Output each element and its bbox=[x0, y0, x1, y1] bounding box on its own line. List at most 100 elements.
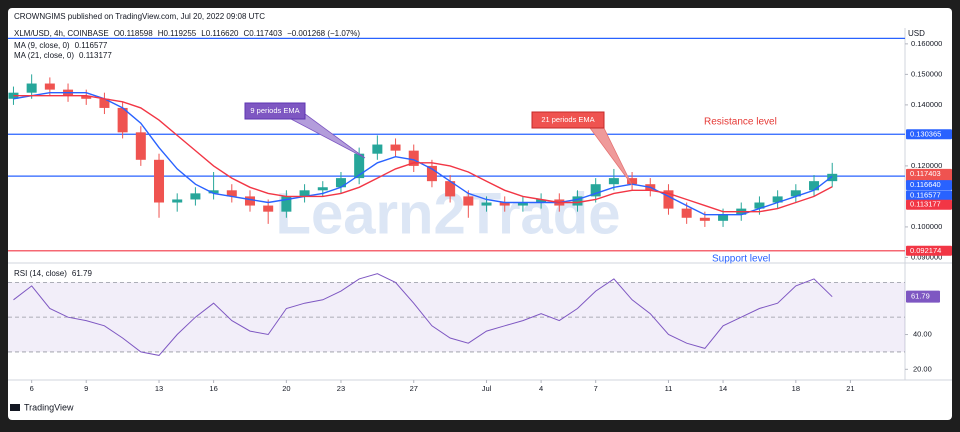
candle-body bbox=[81, 95, 92, 99]
y-tick-label: 0.160000 bbox=[911, 39, 942, 48]
ma-line bbox=[13, 95, 833, 213]
overlay: 9 periods EMA 21 periods EMA Resistance le… bbox=[244, 102, 777, 265]
legend-text: RSI (14, close) bbox=[14, 269, 67, 278]
x-tick-label: 14 bbox=[719, 384, 727, 393]
candle-body bbox=[481, 202, 492, 206]
price-label-box bbox=[906, 199, 952, 210]
candle-body bbox=[99, 98, 110, 108]
resistance-label: Resistance level bbox=[704, 117, 777, 128]
candle-body bbox=[317, 187, 328, 191]
candle-body bbox=[790, 190, 801, 197]
candle-body bbox=[754, 202, 765, 209]
price-label: 0.130365 bbox=[910, 129, 941, 138]
legend-text: 0.113177 bbox=[79, 51, 112, 60]
brand: TradingView bbox=[24, 402, 74, 412]
price-label-box bbox=[906, 180, 952, 191]
x-tick-label: 21 bbox=[846, 384, 854, 393]
candle-body bbox=[208, 190, 219, 194]
candle-body bbox=[354, 153, 365, 179]
legend-text: −0.001268 (−1.07%) bbox=[287, 29, 360, 38]
candle-body bbox=[772, 196, 783, 203]
candle-body bbox=[135, 132, 146, 160]
candle-body bbox=[445, 181, 456, 197]
candle-body bbox=[517, 202, 528, 206]
legend-text: O0.118598 bbox=[114, 29, 154, 38]
candle-body bbox=[572, 196, 583, 206]
candle-body bbox=[408, 150, 419, 166]
legend-text: MA (21, close, 0) bbox=[14, 51, 74, 60]
callout-text: 9 periods EMA bbox=[250, 106, 299, 115]
x-tick-label: 11 bbox=[665, 384, 673, 393]
x-tick-label: 18 bbox=[792, 384, 800, 393]
x-tick-label: 23 bbox=[337, 384, 345, 393]
price-label: 0.116640 bbox=[910, 180, 941, 189]
currency: USD bbox=[908, 29, 925, 38]
candle-body bbox=[299, 190, 310, 197]
x-tick-label: 27 bbox=[410, 384, 418, 393]
x-tick-label: 9 bbox=[84, 384, 88, 393]
candle-body bbox=[8, 92, 19, 99]
y-tick-label: 40.00 bbox=[913, 330, 932, 339]
legend-text: XLM/USD, 4h, COINBASE bbox=[14, 29, 109, 38]
x-tick-label: 4 bbox=[539, 384, 543, 393]
callout-text: 21 periods EMA bbox=[541, 115, 594, 124]
candle-body bbox=[172, 199, 183, 203]
candle-body bbox=[809, 181, 820, 191]
y-tick-label: 0.140000 bbox=[911, 100, 942, 109]
plot bbox=[8, 37, 905, 356]
x-tick-label: 13 bbox=[155, 384, 163, 393]
candle-body bbox=[827, 173, 838, 182]
candle-body bbox=[154, 159, 165, 203]
candle-body bbox=[627, 178, 638, 185]
price-label: 0.113177 bbox=[910, 200, 941, 209]
y-tick-label: 20.00 bbox=[913, 364, 932, 373]
legend-text: C0.117403 bbox=[244, 29, 283, 38]
candle-body bbox=[426, 165, 437, 182]
rsi-label: 61.79 bbox=[911, 292, 930, 301]
y-tick-label: 0.100000 bbox=[911, 222, 942, 231]
legend-text: L0.116620 bbox=[201, 29, 239, 38]
price-label: 0.117403 bbox=[910, 169, 941, 178]
x-tick-label: 20 bbox=[282, 384, 290, 393]
candle-body bbox=[190, 193, 201, 200]
legend-text: 0.116577 bbox=[75, 41, 108, 50]
ma-line bbox=[13, 92, 833, 216]
candle-body bbox=[608, 178, 619, 185]
candle-body bbox=[718, 214, 729, 221]
axes: 0.160000 0.150000 0.140000 0.120000 0.100000… bbox=[30, 39, 952, 393]
header: CROWNGIMS published on TradingView.com, … bbox=[14, 12, 265, 21]
support-label: Support level bbox=[712, 254, 770, 265]
candle-body bbox=[663, 190, 674, 209]
candle-body bbox=[281, 196, 292, 212]
candle-body bbox=[499, 202, 510, 206]
candle-body bbox=[590, 184, 601, 197]
y-tick-label: 0.120000 bbox=[911, 161, 942, 170]
logo bbox=[10, 404, 20, 411]
x-tick-label: 7 bbox=[594, 384, 598, 393]
candle-body bbox=[26, 83, 37, 93]
x-tick-label: 6 bbox=[30, 384, 34, 393]
candle-body bbox=[390, 144, 401, 151]
legend-text: H0.119255 bbox=[158, 29, 197, 38]
price-label-box bbox=[906, 190, 952, 201]
legend-text: 61.79 bbox=[72, 269, 93, 278]
price-label-box bbox=[906, 245, 952, 256]
candle-body bbox=[372, 144, 383, 154]
rsi-line bbox=[13, 273, 833, 356]
callout-box bbox=[244, 102, 306, 120]
candle-body bbox=[226, 190, 237, 197]
price-label: 0.092174 bbox=[910, 246, 941, 255]
candle-body bbox=[463, 196, 474, 206]
x-tick-label: 16 bbox=[209, 384, 217, 393]
callout-box bbox=[531, 111, 605, 129]
price-label-box bbox=[906, 129, 952, 140]
candle-body bbox=[335, 178, 346, 188]
candle-body bbox=[681, 208, 692, 218]
rsi-label-box bbox=[906, 290, 940, 303]
candle-body bbox=[44, 83, 55, 90]
candle-body bbox=[699, 217, 710, 221]
candle-body bbox=[117, 107, 128, 133]
y-tick-label: 0.150000 bbox=[911, 69, 942, 78]
